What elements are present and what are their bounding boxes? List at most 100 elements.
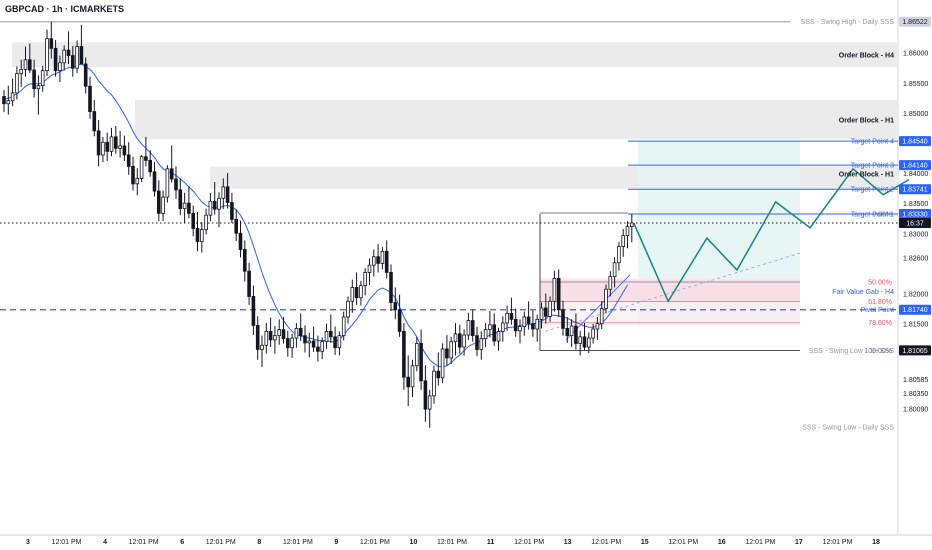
candle — [393, 302, 398, 311]
candle — [139, 156, 144, 179]
x-tick-label: 4 — [103, 539, 107, 546]
candle — [397, 309, 402, 332]
x-tick-label: 12:01 PM — [283, 539, 313, 546]
candle — [449, 341, 453, 359]
candle — [346, 300, 350, 318]
candle — [92, 111, 97, 132]
candle — [457, 333, 462, 348]
candle — [625, 226, 630, 237]
candle — [234, 218, 239, 234]
candle — [328, 331, 333, 338]
candle — [531, 323, 535, 330]
fib-level-label: 61.80% — [868, 299, 892, 306]
annotation-label: Order Block - H1 — [839, 172, 894, 179]
candle — [535, 318, 539, 330]
candle — [109, 136, 114, 152]
x-tick-label: 16 — [718, 539, 726, 546]
x-tick-label: 11 — [487, 539, 495, 546]
candle — [131, 165, 135, 185]
candle — [165, 168, 170, 198]
candle — [359, 285, 363, 299]
fib-level-label: 100.00% — [864, 348, 892, 355]
candle — [479, 338, 484, 350]
order-block-zone — [135, 100, 898, 140]
candle — [324, 331, 329, 343]
candle — [40, 70, 45, 87]
candle — [298, 328, 303, 337]
candle — [225, 186, 230, 203]
candle — [436, 370, 441, 379]
y-tick-label: 1.80585 — [903, 377, 928, 384]
price-badge — [899, 16, 931, 27]
candle — [522, 316, 527, 328]
candle — [617, 246, 621, 264]
candle — [294, 328, 299, 339]
candle — [58, 62, 62, 72]
x-tick-label: 12:01 PM — [514, 539, 544, 546]
x-tick-label: 10 — [410, 539, 418, 546]
fib-level-label: 0.00% — [872, 211, 892, 218]
annotation-label: Order Block - H1 — [839, 118, 894, 125]
candle — [337, 335, 342, 349]
price-badge-label: 16:37 — [906, 221, 924, 228]
candle — [242, 249, 247, 272]
candle — [66, 49, 71, 56]
x-tick-label: 12:01 PM — [745, 539, 775, 546]
price-badge — [899, 136, 931, 147]
candle — [83, 63, 88, 87]
price-badge — [899, 160, 931, 171]
candle — [2, 96, 6, 105]
candle — [264, 331, 269, 346]
candle — [208, 200, 213, 216]
candle — [380, 250, 385, 264]
candle — [101, 141, 105, 156]
candle — [488, 324, 492, 331]
price-badge — [899, 184, 931, 195]
candle — [303, 335, 307, 344]
annotation-label: SSS - Swing Low - Daily SSS — [802, 424, 894, 431]
candle — [604, 288, 608, 309]
candle — [217, 197, 221, 210]
candle — [268, 331, 273, 341]
candle — [122, 145, 127, 156]
candle — [277, 329, 281, 337]
candle — [135, 178, 140, 185]
candle — [156, 190, 161, 214]
price-axis — [898, 0, 932, 550]
candle — [316, 346, 320, 352]
x-tick-label: 15 — [641, 539, 649, 546]
candle — [182, 202, 187, 209]
candle — [612, 262, 617, 278]
annotation-label: SSS - Swing Low - 1H SSS — [809, 348, 895, 355]
candle — [144, 156, 148, 161]
candle — [621, 235, 625, 247]
candle — [251, 296, 256, 326]
candle — [561, 309, 565, 329]
candle — [178, 189, 183, 209]
price-badge-label: 1.83741 — [902, 187, 927, 194]
candle — [595, 323, 600, 330]
candle — [496, 331, 501, 342]
candle — [548, 300, 552, 317]
x-tick-label: 6 — [180, 539, 184, 546]
candle — [582, 336, 587, 348]
x-tick-label: 3 — [26, 539, 30, 546]
candle — [105, 141, 110, 152]
y-tick-label: 1.83000 — [903, 231, 928, 238]
candle — [174, 178, 178, 191]
candle — [341, 316, 346, 337]
candle — [191, 212, 196, 229]
projection-path — [633, 167, 910, 303]
x-tick-label: 9 — [334, 539, 338, 546]
x-tick-label: 12:01 PM — [360, 539, 390, 546]
candle — [45, 38, 49, 72]
x-tick-label: 13 — [564, 539, 572, 546]
candle — [62, 49, 66, 64]
candle — [492, 324, 496, 342]
candle — [513, 318, 518, 332]
candle — [350, 287, 355, 302]
candle — [363, 271, 367, 287]
x-tick-label: 17 — [795, 539, 803, 546]
y-tick-label: 1.82000 — [903, 292, 928, 299]
